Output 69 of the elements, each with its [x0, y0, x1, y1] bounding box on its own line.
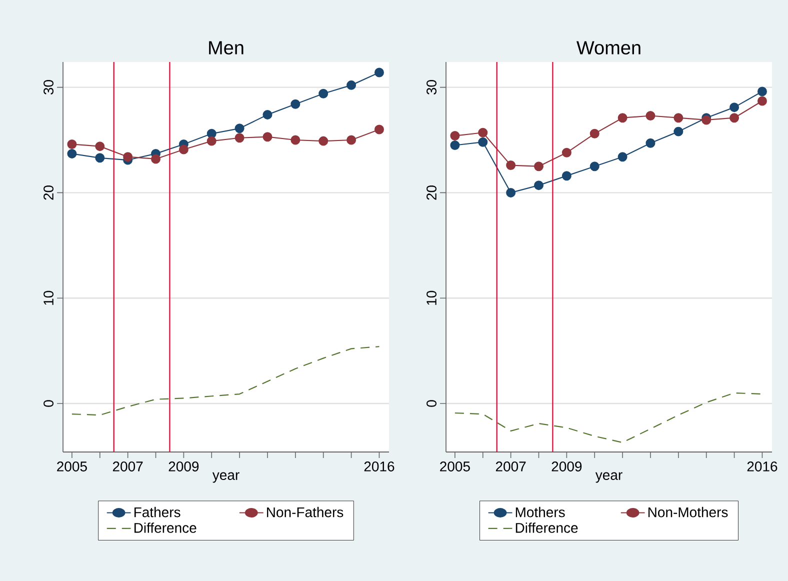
- legend-label: Non-Mothers: [648, 506, 728, 518]
- point: [262, 132, 272, 142]
- point: [618, 113, 628, 123]
- y-tick-label: 10: [426, 290, 436, 305]
- point: [234, 124, 244, 134]
- point: [618, 152, 628, 162]
- point: [590, 162, 600, 172]
- x-axis-title: year: [212, 472, 240, 483]
- y-tick-label: 0: [426, 400, 436, 407]
- y-tick-label: 30: [44, 80, 54, 95]
- point: [730, 102, 740, 112]
- point: [646, 138, 656, 148]
- point: [374, 68, 384, 78]
- point: [262, 110, 272, 120]
- point: [67, 148, 77, 158]
- y-tick-label: 20: [44, 185, 54, 200]
- point: [374, 124, 384, 134]
- point: [590, 128, 600, 138]
- x-tick-label: 2007: [112, 462, 143, 472]
- legend-label: Mothers: [516, 506, 565, 518]
- point: [674, 126, 684, 136]
- chart-title: Men: [209, 41, 244, 54]
- point: [346, 135, 356, 145]
- point: [646, 111, 656, 121]
- point: [123, 152, 133, 162]
- point: [206, 136, 216, 146]
- y-tick-label: 0: [44, 400, 54, 407]
- point: [151, 154, 160, 164]
- x-tick-label: 2009: [168, 462, 199, 472]
- y-tick-label: 30: [426, 80, 436, 95]
- point: [67, 139, 77, 149]
- point: [757, 96, 767, 106]
- point: [562, 148, 572, 158]
- legend-label: Non-Fathers: [267, 506, 344, 518]
- point: [478, 128, 488, 138]
- point: [757, 86, 767, 96]
- point: [318, 136, 328, 146]
- point: [450, 131, 460, 141]
- point: [534, 180, 544, 190]
- legend-label: Fathers: [134, 506, 180, 518]
- x-tick-label: 2016: [364, 462, 394, 472]
- point: [506, 188, 516, 198]
- point: [290, 99, 300, 109]
- x-tick-label: 2009: [552, 462, 582, 472]
- point: [318, 88, 328, 98]
- point: [478, 137, 488, 147]
- point: [95, 153, 105, 163]
- point: [674, 113, 684, 123]
- chart-title: Women: [576, 41, 640, 54]
- point: [178, 144, 188, 154]
- point: [95, 142, 105, 152]
- point: [234, 133, 244, 143]
- legend-label: Difference: [516, 522, 578, 533]
- point: [730, 113, 740, 123]
- y-tick-label: 20: [426, 185, 436, 200]
- point: [506, 160, 516, 170]
- line-series: [454, 392, 763, 444]
- x-tick-label: 2007: [496, 462, 526, 472]
- x-axis-title: year: [595, 472, 622, 483]
- point: [290, 135, 300, 145]
- point: [562, 171, 572, 181]
- point: [534, 162, 544, 172]
- y-tick-label: 10: [44, 290, 54, 305]
- legend-label: Difference: [134, 522, 196, 533]
- x-tick-label: 2005: [57, 462, 87, 472]
- point: [450, 140, 460, 150]
- x-tick-label: 2005: [440, 462, 470, 472]
- x-tick-label: 2016: [747, 462, 778, 472]
- point: [346, 80, 356, 90]
